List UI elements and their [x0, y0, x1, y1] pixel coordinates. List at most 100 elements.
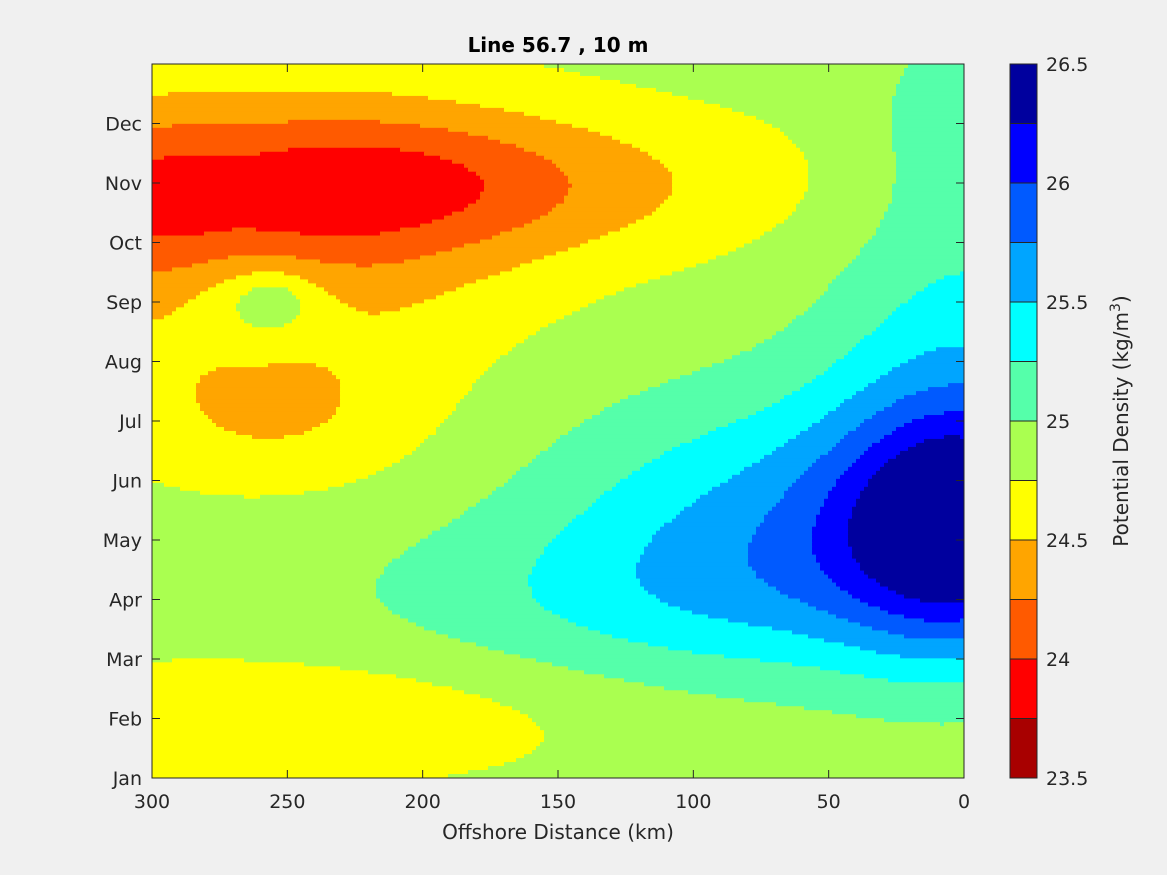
contour-cell: [416, 678, 625, 683]
contour-cell: [720, 103, 893, 109]
contour-cell: [436, 630, 601, 635]
contour-cell: [612, 634, 809, 639]
contour-cell: [376, 586, 533, 592]
contour-cell: [612, 486, 713, 492]
y-tick-label: May: [103, 530, 142, 552]
contour-cell: [152, 203, 469, 209]
contour-cell: [536, 454, 661, 460]
contour-cell: [936, 347, 964, 352]
contour-cell: [852, 554, 964, 560]
contour-cell: [624, 678, 889, 683]
contour-cell: [300, 307, 357, 312]
contour-cell: [848, 530, 964, 536]
y-tick-label: Aug: [105, 352, 142, 374]
contour-cell: [648, 279, 833, 284]
contour-cell: [592, 502, 693, 508]
contour-cell: [384, 466, 521, 472]
contour-cell: [200, 291, 249, 296]
contour-cell: [152, 263, 193, 269]
colorbar-swatch: [1010, 183, 1037, 243]
contour-cell: [844, 355, 917, 360]
contour-cell: [892, 311, 964, 316]
contour-cell: [620, 227, 773, 233]
contour-cell: [564, 199, 665, 205]
contour-cell: [692, 502, 777, 508]
contour-cell: [612, 403, 773, 408]
contour-cell: [440, 422, 581, 428]
contour-cell: [764, 454, 821, 460]
contour-cell: [876, 231, 964, 237]
contour-cell: [896, 590, 964, 596]
contour-cell: [152, 450, 413, 456]
contour-cell: [448, 127, 589, 133]
contour-cell: [904, 395, 964, 400]
contour-cell: [152, 522, 449, 528]
contour-cell: [216, 283, 317, 288]
contour-cell: [784, 395, 853, 400]
contour-cell: [880, 375, 964, 380]
contour-cell: [540, 726, 964, 731]
contour-cell: [504, 650, 693, 655]
contour-cell: [524, 754, 964, 759]
contour-cell: [464, 510, 585, 516]
contour-cell: [860, 339, 964, 344]
contour-cell: [816, 299, 909, 304]
contour-cell: [924, 618, 961, 624]
contour-cell: [152, 658, 173, 663]
contour-cell: [688, 95, 893, 101]
contour-cell: [420, 223, 525, 229]
contour-cell: [288, 287, 325, 292]
contour-cell: [512, 706, 805, 711]
contour-cell: [152, 534, 429, 540]
contour-cell: [572, 311, 805, 316]
colorbar-tick-label: 24: [1046, 649, 1070, 671]
contour-cell: [848, 534, 964, 540]
contour-cell: [816, 522, 849, 528]
contour-cell: [152, 383, 197, 388]
contour-cell: [600, 630, 793, 635]
contour-cell: [152, 299, 189, 304]
contour-cell: [372, 263, 521, 269]
contour-cell: [896, 151, 964, 157]
contour-cell: [152, 223, 421, 229]
contour-cell: [844, 399, 897, 404]
contour-cell: [808, 602, 869, 608]
contour-cell: [848, 538, 964, 544]
contour-cell: [652, 155, 805, 161]
contour-cell: [544, 546, 645, 552]
contour-cell: [384, 602, 541, 608]
contour-cell: [896, 163, 964, 169]
contour-cell: [836, 582, 881, 588]
contour-cell: [736, 247, 861, 253]
contour-cell: [152, 758, 517, 763]
contour-cell: [868, 482, 964, 488]
contour-cell: [296, 255, 421, 261]
contour-cell: [892, 367, 964, 372]
contour-cell: [320, 259, 405, 265]
contour-cell: [584, 670, 841, 675]
contour-cell: [680, 510, 769, 516]
contour-cell: [820, 454, 861, 460]
contour-cell: [644, 586, 777, 592]
contour-cell: [772, 403, 841, 408]
contour-cell: [792, 482, 837, 488]
contour-cell: [620, 139, 793, 145]
contour-cell: [580, 71, 905, 77]
contour-cell: [328, 419, 445, 424]
contour-cell: [632, 470, 741, 476]
contour-cell: [152, 155, 165, 161]
contour-cell: [152, 538, 421, 544]
contour-cell: [864, 674, 964, 679]
contour-cell: [828, 283, 929, 288]
contour-cell: [660, 454, 765, 460]
y-tick-label: Jun: [111, 471, 142, 493]
contour-cell: [520, 263, 697, 269]
contour-cell: [884, 434, 945, 440]
contour-cell: [840, 474, 873, 480]
contour-cell: [200, 407, 337, 412]
contour-cell: [388, 562, 537, 568]
contour-cell: [152, 550, 405, 556]
contour-cell: [596, 498, 697, 504]
contour-cell: [820, 506, 853, 512]
y-tick-label: Jul: [118, 411, 142, 433]
